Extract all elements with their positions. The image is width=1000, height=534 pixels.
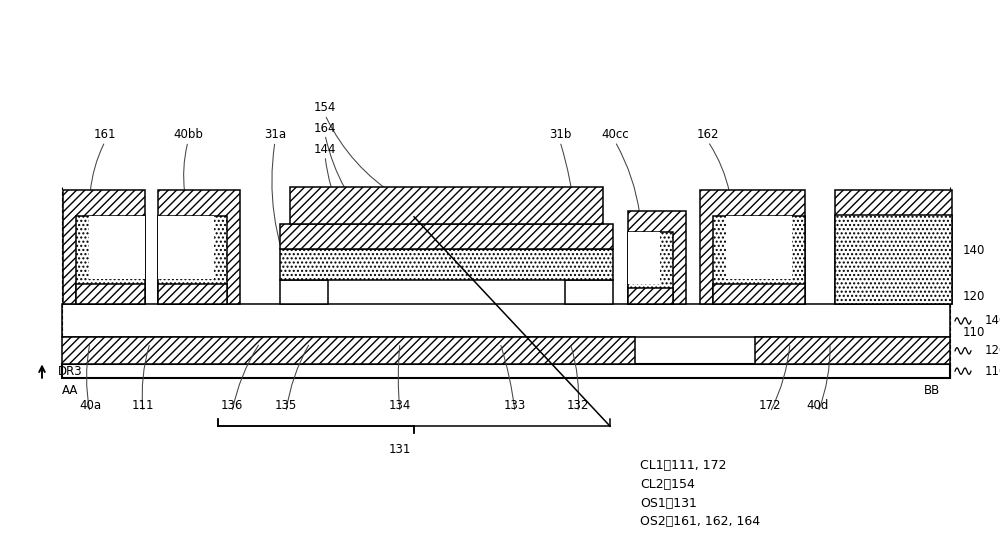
Text: 40cc: 40cc: [601, 128, 629, 141]
Text: 111: 111: [132, 399, 154, 412]
Text: 110: 110: [985, 365, 1000, 378]
Bar: [755, 337, 950, 364]
Bar: [628, 232, 660, 284]
Bar: [713, 216, 805, 304]
Bar: [565, 280, 613, 304]
Text: 136: 136: [221, 399, 243, 412]
Bar: [158, 284, 227, 304]
Text: CL1：111, 172: CL1：111, 172: [640, 459, 726, 472]
Text: 172: 172: [759, 399, 781, 412]
Text: 161: 161: [94, 128, 116, 141]
Text: DR3: DR3: [58, 365, 83, 378]
Bar: [280, 280, 328, 304]
Text: 31b: 31b: [549, 128, 571, 141]
Bar: [700, 190, 805, 304]
Bar: [158, 216, 227, 304]
Text: CL2：154: CL2：154: [640, 478, 695, 491]
Bar: [76, 284, 145, 304]
Bar: [628, 211, 686, 304]
Text: AA: AA: [62, 384, 78, 397]
Text: OS1：131: OS1：131: [640, 497, 697, 509]
Bar: [280, 224, 613, 249]
Text: 140: 140: [985, 315, 1000, 327]
Text: 120: 120: [985, 344, 1000, 357]
Text: 133: 133: [504, 399, 526, 412]
Bar: [290, 187, 603, 224]
Bar: [835, 190, 952, 304]
Text: 120: 120: [963, 290, 985, 303]
Bar: [62, 364, 950, 378]
Bar: [62, 304, 950, 337]
Text: 31a: 31a: [264, 128, 286, 141]
Bar: [76, 216, 145, 304]
Bar: [628, 232, 673, 304]
Text: OS2：161, 162, 164: OS2：161, 162, 164: [640, 515, 760, 528]
Bar: [628, 288, 673, 304]
Text: 131: 131: [389, 443, 411, 456]
Text: 40bb: 40bb: [173, 128, 203, 141]
Bar: [713, 284, 805, 304]
Text: 154: 154: [314, 101, 336, 114]
Text: 40d: 40d: [807, 399, 829, 412]
Bar: [158, 190, 240, 304]
Bar: [89, 216, 145, 279]
Bar: [62, 337, 635, 364]
Text: 135: 135: [275, 399, 297, 412]
Bar: [726, 216, 792, 279]
Text: BB: BB: [924, 384, 940, 397]
Text: 132: 132: [567, 399, 589, 412]
Text: 110: 110: [963, 326, 985, 339]
Bar: [835, 215, 952, 304]
Text: 144: 144: [314, 143, 336, 156]
Text: 134: 134: [389, 399, 411, 412]
Bar: [280, 249, 613, 280]
Text: 40a: 40a: [79, 399, 101, 412]
Bar: [63, 190, 145, 304]
Text: 162: 162: [697, 128, 719, 141]
Text: 164: 164: [314, 122, 336, 135]
Text: 140: 140: [963, 245, 985, 257]
Bar: [158, 216, 214, 279]
